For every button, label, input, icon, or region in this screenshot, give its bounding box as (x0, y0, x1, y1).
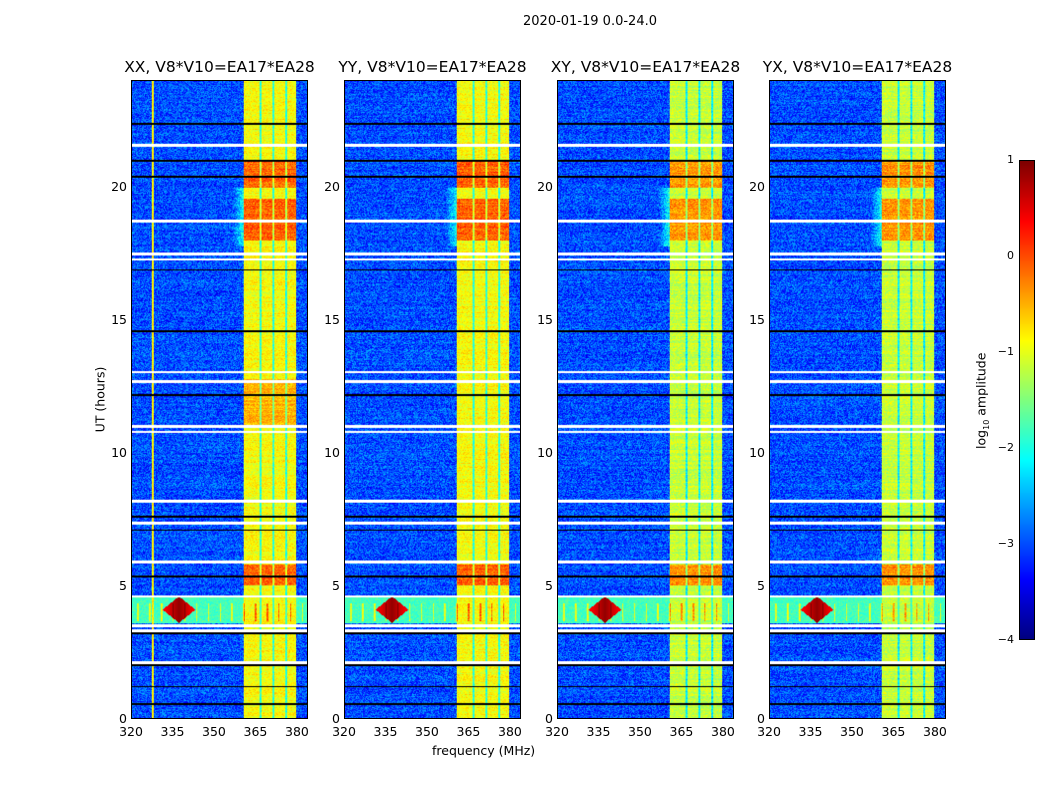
panel-title: YY, V8*V10=EA17*EA28 (338, 58, 527, 76)
colorbar-tick-label: 0 (1007, 249, 1014, 262)
x-tick-label: 320 (119, 724, 143, 739)
heatmap-image (770, 81, 945, 718)
panel-title: XY, V8*V10=EA17*EA28 (550, 58, 741, 76)
x-tick-label: 320 (332, 724, 356, 739)
spectrogram-panel (131, 80, 308, 719)
y-tick-label: 20 (749, 178, 765, 194)
y-tick-label: 10 (324, 444, 340, 460)
y-tick-label: 15 (749, 311, 765, 327)
y-tick-label: 5 (119, 577, 127, 593)
y-tick-label: 5 (332, 577, 340, 593)
colorbar-tick-label: −1 (997, 345, 1014, 358)
x-tick-label: 380 (923, 724, 947, 739)
panel-title: YX, V8*V10=EA17*EA28 (762, 58, 953, 76)
y-tick-label: 0 (545, 711, 553, 726)
colorbar-tick-label: −3 (997, 537, 1014, 550)
x-tick-label: 365 (881, 724, 906, 739)
spectrogram-panel (557, 80, 734, 719)
x-tick-label: 320 (545, 724, 569, 739)
x-tick-label: 320 (757, 724, 781, 739)
x-tick-label: 335 (373, 724, 398, 739)
x-tick-label: 365 (456, 724, 481, 739)
colorbar-tick-label: 1 (1007, 153, 1014, 166)
y-tick-label: 10 (749, 444, 765, 460)
heatmap-image (558, 81, 733, 718)
y-axis-label: UT (hours) (92, 366, 108, 433)
x-tick-label: 380 (498, 724, 522, 739)
x-tick-label: 380 (711, 724, 735, 739)
spectrogram-panel (769, 80, 946, 719)
y-tick-label: 20 (111, 178, 127, 194)
x-tick-label: 365 (669, 724, 694, 739)
colorbar (1019, 160, 1035, 640)
heatmap-image (132, 81, 307, 718)
y-tick-label: 5 (545, 577, 553, 593)
x-tick-label: 335 (160, 724, 185, 739)
colorbar-tick-label: −2 (997, 441, 1014, 454)
heatmap-image (345, 81, 520, 718)
x-tick-label: 350 (628, 724, 652, 739)
y-tick-label: 5 (757, 577, 765, 593)
x-tick-label: 335 (798, 724, 823, 739)
y-tick-label: 0 (332, 711, 340, 726)
figure-title: 2020-01-19 0.0-24.0 (523, 14, 657, 29)
y-tick-label: 10 (537, 444, 553, 460)
x-tick-label: 350 (202, 724, 226, 739)
y-tick-label: 15 (324, 311, 340, 327)
y-tick-label: 0 (119, 711, 127, 726)
x-tick-label: 365 (243, 724, 268, 739)
panel-title: XX, V8*V10=EA17*EA28 (124, 58, 315, 76)
spectrogram-panel (344, 80, 521, 719)
y-tick-label: 0 (757, 711, 765, 726)
x-tick-label: 335 (586, 724, 611, 739)
colorbar-tick-label: −4 (997, 633, 1014, 646)
y-tick-label: 10 (111, 444, 127, 460)
x-tick-label: 350 (415, 724, 439, 739)
x-tick-label: 350 (840, 724, 864, 739)
y-tick-label: 20 (537, 178, 553, 194)
x-tick-label: 380 (285, 724, 309, 739)
y-tick-label: 15 (111, 311, 127, 327)
x-axis-label: frequency (MHz) (432, 743, 536, 758)
y-tick-label: 20 (324, 178, 340, 194)
y-tick-label: 15 (537, 311, 553, 327)
